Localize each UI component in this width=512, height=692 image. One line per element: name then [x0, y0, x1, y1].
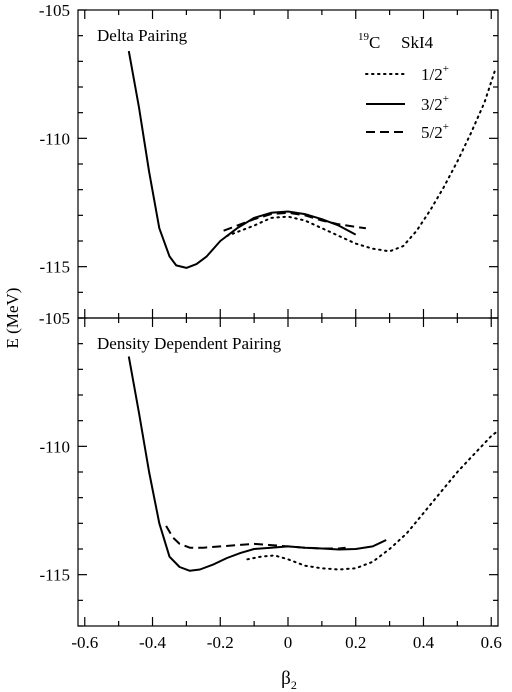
series-line-3-2-top [127, 50, 357, 269]
legend-label-3-2: 3/2+ [421, 93, 449, 114]
x-tick-label: 0 [284, 633, 293, 652]
series-line-3-2-bottom [127, 356, 387, 572]
legend: 1/2+ 3/2+ 5/2+ [365, 63, 449, 142]
x-tick-label: 0.4 [413, 633, 435, 652]
series-line-1-2-bottom [246, 429, 499, 571]
panel-title-bottom: Density Dependent Pairing [97, 334, 282, 353]
nucleus-mass-number: 19 [358, 31, 370, 43]
nucleus-label: 19C [358, 31, 380, 52]
series-line-5-2-top [223, 211, 367, 232]
y-tick-label: -110 [39, 437, 70, 456]
y-axis-label: E (MeV) [3, 288, 22, 349]
x-tick-label: -0.2 [207, 633, 234, 652]
legend-label-5-2: 5/2+ [421, 121, 449, 142]
panel-delta-pairing: Delta Pairing 19C SkI4 1/2+ 3/2+ 5/2+ -1… [39, 1, 499, 319]
series-line-5-2-bottom [165, 525, 346, 550]
x-tick-label: -0.6 [71, 633, 98, 652]
legend-label-1-2: 1/2+ [421, 63, 449, 84]
y-tick-label: -110 [39, 129, 70, 148]
panel-title-top: Delta Pairing [97, 26, 188, 45]
x-tick-label: -0.4 [139, 633, 166, 652]
force-label: SkI4 [401, 33, 434, 52]
y-tick-label: -115 [39, 566, 70, 585]
y-tick-label: -105 [39, 1, 70, 20]
plot-frame-bottom [77, 317, 499, 627]
x-axis-label: β2 [281, 668, 297, 692]
panel-density-dependent-pairing: Density Dependent Pairing -0.6 -0.4 -0.2 0 0… [39, 309, 502, 652]
y-tick-label: -105 [39, 309, 70, 328]
series-line-1-2-top [226, 70, 496, 253]
x-tick-label: 0.6 [481, 633, 502, 652]
x-tick-label: 0.2 [345, 633, 366, 652]
nucleus-symbol: C [369, 33, 380, 52]
plot-frame-top [77, 9, 499, 319]
y-tick-label: -115 [39, 258, 70, 277]
